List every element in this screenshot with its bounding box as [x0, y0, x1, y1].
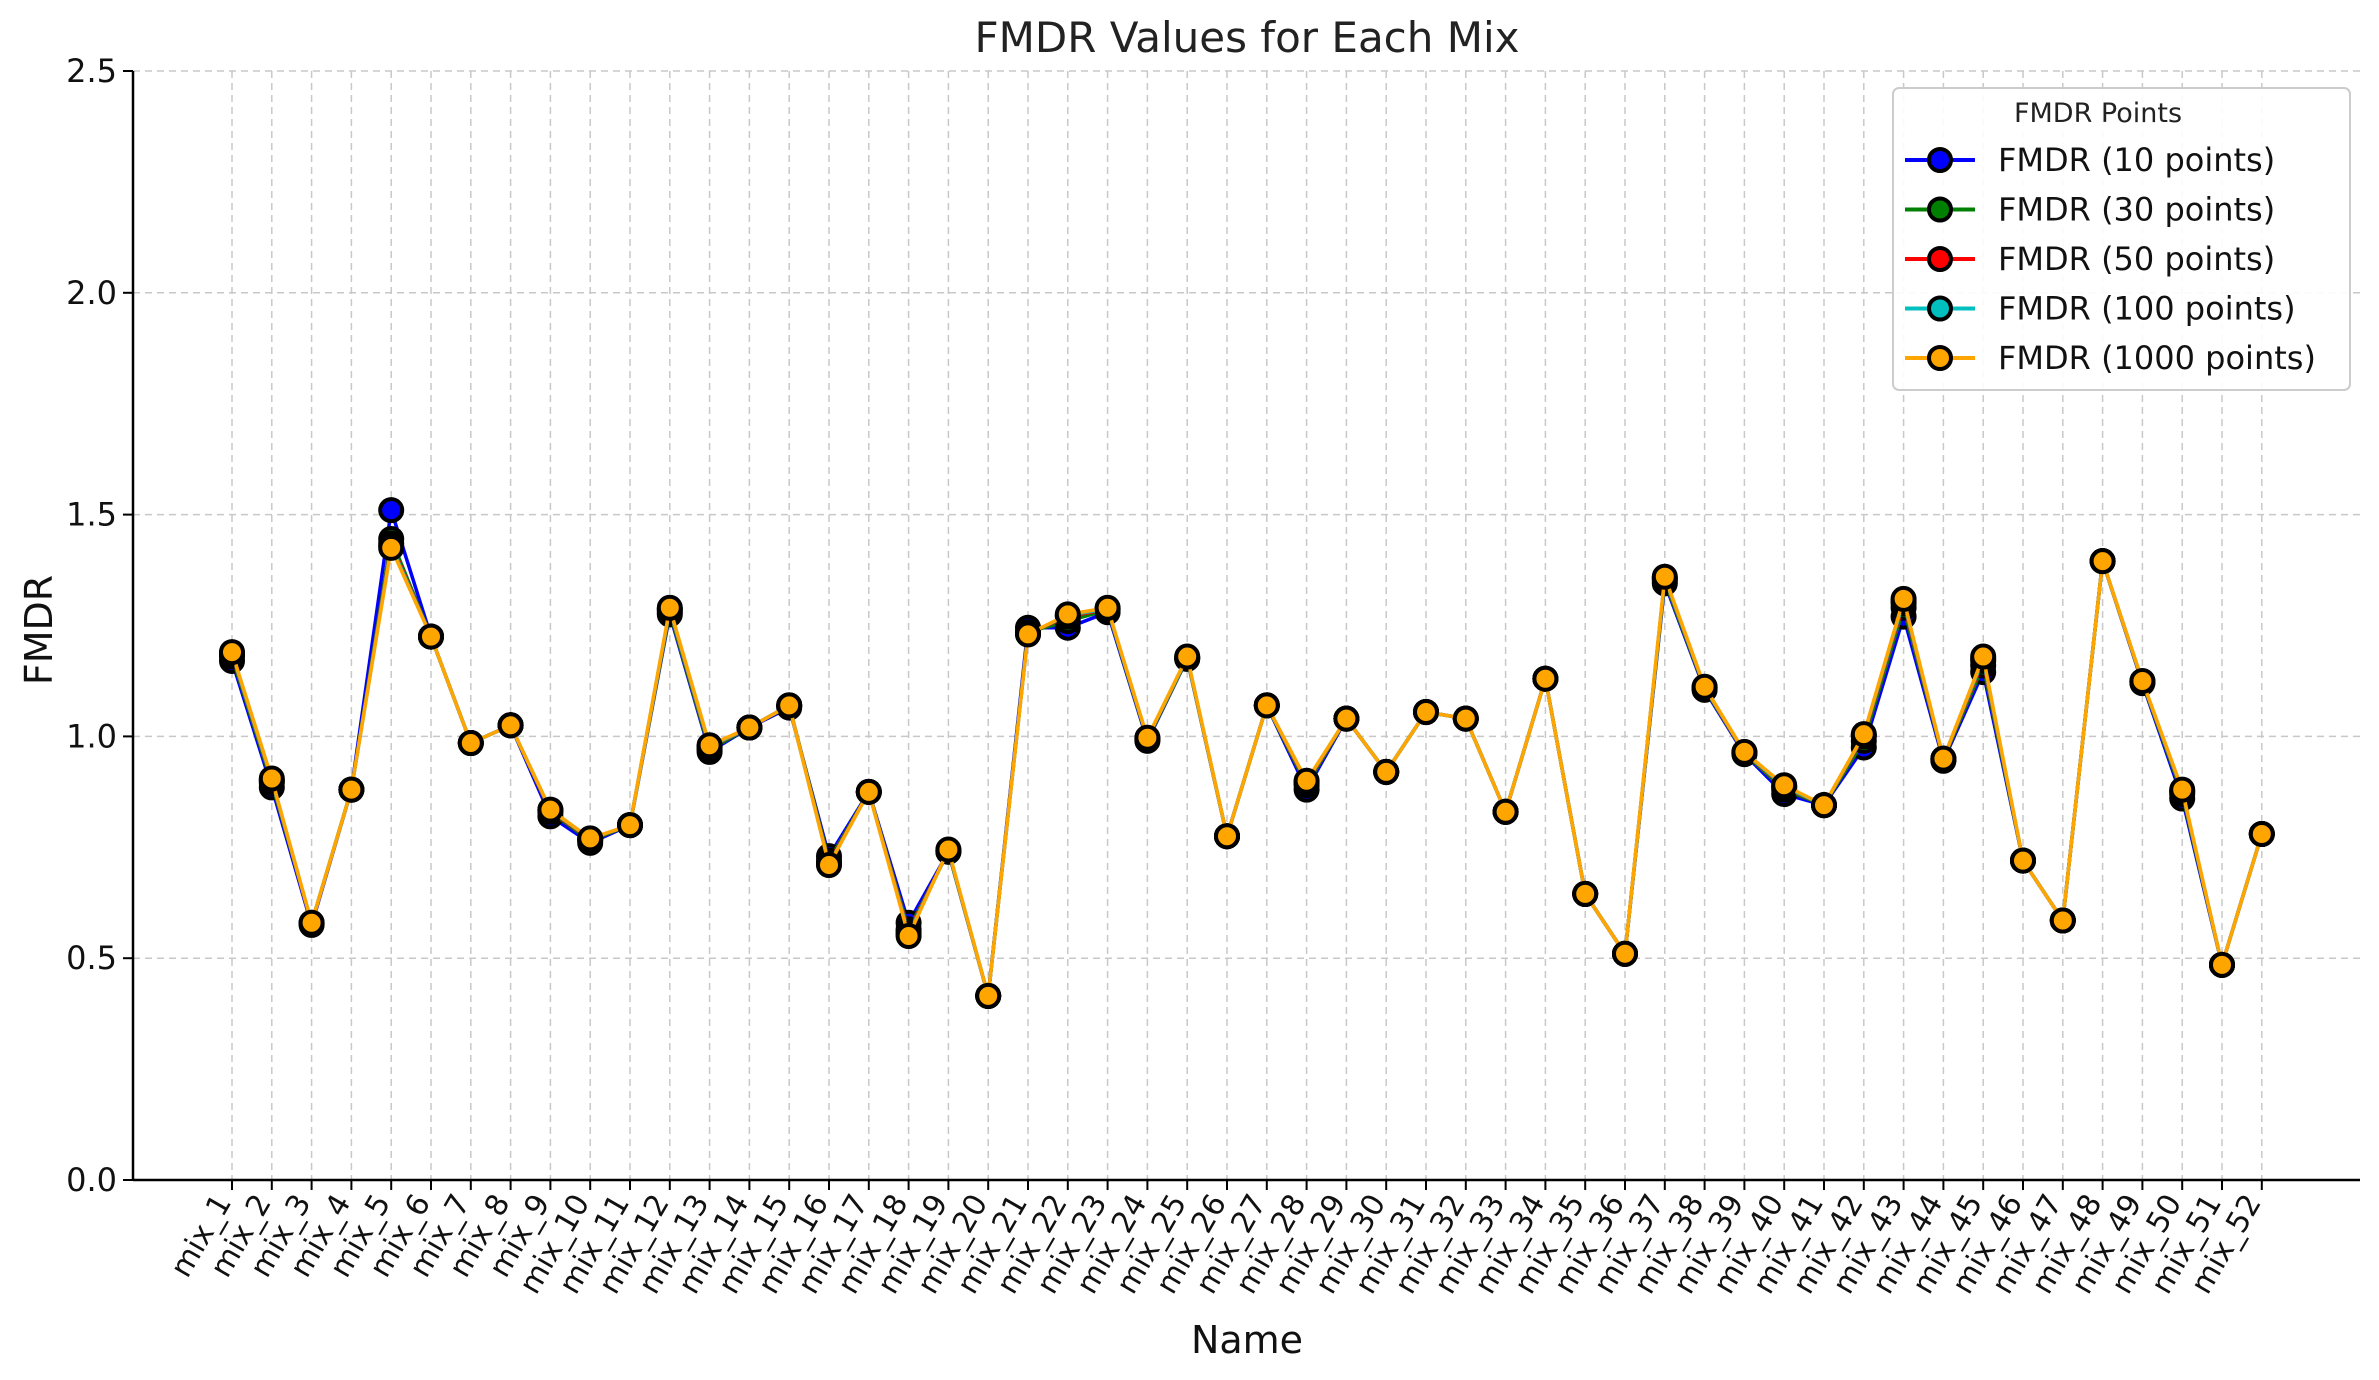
data-point	[1413, 699, 1439, 726]
data-point	[1890, 585, 1917, 612]
data-point	[338, 776, 365, 803]
legend-label: FMDR (100 points)	[1998, 290, 2296, 328]
data-point	[1771, 772, 1798, 799]
legend-marker	[1927, 345, 1953, 371]
data-point	[1492, 798, 1519, 825]
data-point	[696, 732, 723, 759]
data-point	[418, 623, 444, 650]
data-point	[1691, 673, 1718, 700]
legend-item: FMDR (10 points)	[1905, 141, 2275, 179]
y-tick-label: 1.0	[66, 717, 117, 755]
data-point	[1293, 767, 1320, 794]
data-point	[975, 982, 1002, 1009]
data-point	[258, 765, 285, 792]
data-point	[736, 714, 763, 741]
data-point	[537, 796, 564, 823]
data-point	[1651, 563, 1678, 590]
data-point	[1850, 721, 1877, 748]
y-axis-label: FMDR	[17, 575, 61, 685]
grid-lines	[133, 70, 2360, 1181]
data-point	[1612, 940, 1638, 967]
data-point	[497, 712, 524, 739]
series-1	[219, 497, 2275, 1009]
data-point	[378, 534, 405, 561]
data-point	[1015, 621, 1041, 648]
legend-label: FMDR (50 points)	[1998, 240, 2275, 278]
x-axis-label: Name	[1191, 1318, 1303, 1362]
data-point	[298, 909, 325, 936]
data-point	[1811, 792, 1837, 819]
data-point	[1253, 692, 1280, 719]
axes	[131, 71, 2360, 1182]
legend-item: FMDR (50 points)	[1905, 240, 2275, 278]
series-5	[219, 534, 2275, 1009]
data-point	[1094, 594, 1121, 621]
data-point	[617, 812, 643, 839]
legend-marker	[1927, 295, 1953, 322]
data-point	[1930, 745, 1957, 772]
data-point	[378, 497, 405, 524]
legend-item: FMDR (1000 points)	[1905, 339, 2316, 377]
legend-label: FMDR (1000 points)	[1998, 339, 2316, 377]
data-point	[816, 852, 842, 879]
data-point	[656, 594, 683, 621]
data-point	[1214, 823, 1240, 850]
data-point	[2089, 548, 2116, 575]
data-point	[935, 836, 962, 863]
legend-label: FMDR (10 points)	[1998, 141, 2275, 179]
data-point	[1134, 724, 1161, 751]
data-point	[1532, 665, 1559, 692]
data-point	[457, 730, 484, 757]
y-tick-label: 0.0	[66, 1161, 117, 1199]
y-tick-label: 2.0	[66, 274, 117, 312]
y-tick-label: 2.5	[66, 52, 117, 90]
y-tick-label: 0.5	[66, 939, 117, 977]
data-point	[1452, 705, 1479, 732]
legend-marker	[1927, 246, 1953, 272]
data-point	[895, 923, 922, 950]
data-point	[577, 825, 604, 852]
data-point	[1731, 738, 1758, 765]
data-point	[1333, 705, 1360, 732]
data-point	[1054, 601, 1081, 628]
data-point	[2248, 820, 2275, 847]
data-point	[2049, 907, 2076, 934]
y-tick-labels: 0.0 0.5 1.0 1.5 2.0 2.5	[66, 52, 133, 1199]
data-point	[2129, 667, 2156, 694]
x-tick-labels: mix_1mix_2mix_3mix_4mix_5mix_6mix_7mix_8…	[164, 1180, 2269, 1300]
legend-item: FMDR (30 points)	[1905, 191, 2275, 229]
data-point	[855, 778, 882, 805]
series-lines	[219, 497, 2275, 1009]
data-point	[1373, 758, 1400, 785]
series-line	[230, 546, 2264, 998]
legend-title: FMDR Points	[2014, 98, 2182, 129]
legend-marker	[1927, 147, 1953, 173]
data-point	[1174, 643, 1201, 670]
legend-item: FMDR (100 points)	[1905, 290, 2296, 328]
legend-label: FMDR (30 points)	[1998, 191, 2275, 229]
data-point	[776, 692, 803, 719]
data-point	[2209, 951, 2235, 978]
data-point	[2169, 776, 2196, 803]
legend: FMDR Points FMDR (10 points) FMDR (30 poi…	[1892, 87, 2351, 391]
y-tick-label: 1.5	[66, 496, 117, 534]
data-point	[219, 639, 245, 666]
data-point	[1970, 643, 1997, 670]
legend-marker	[1927, 196, 1953, 223]
legend-box	[1892, 87, 2351, 391]
chart-title: FMDR Values for Each Mix	[974, 13, 1519, 62]
series-line	[230, 508, 2264, 998]
data-point	[2010, 847, 2036, 874]
data-point	[1572, 880, 1599, 907]
